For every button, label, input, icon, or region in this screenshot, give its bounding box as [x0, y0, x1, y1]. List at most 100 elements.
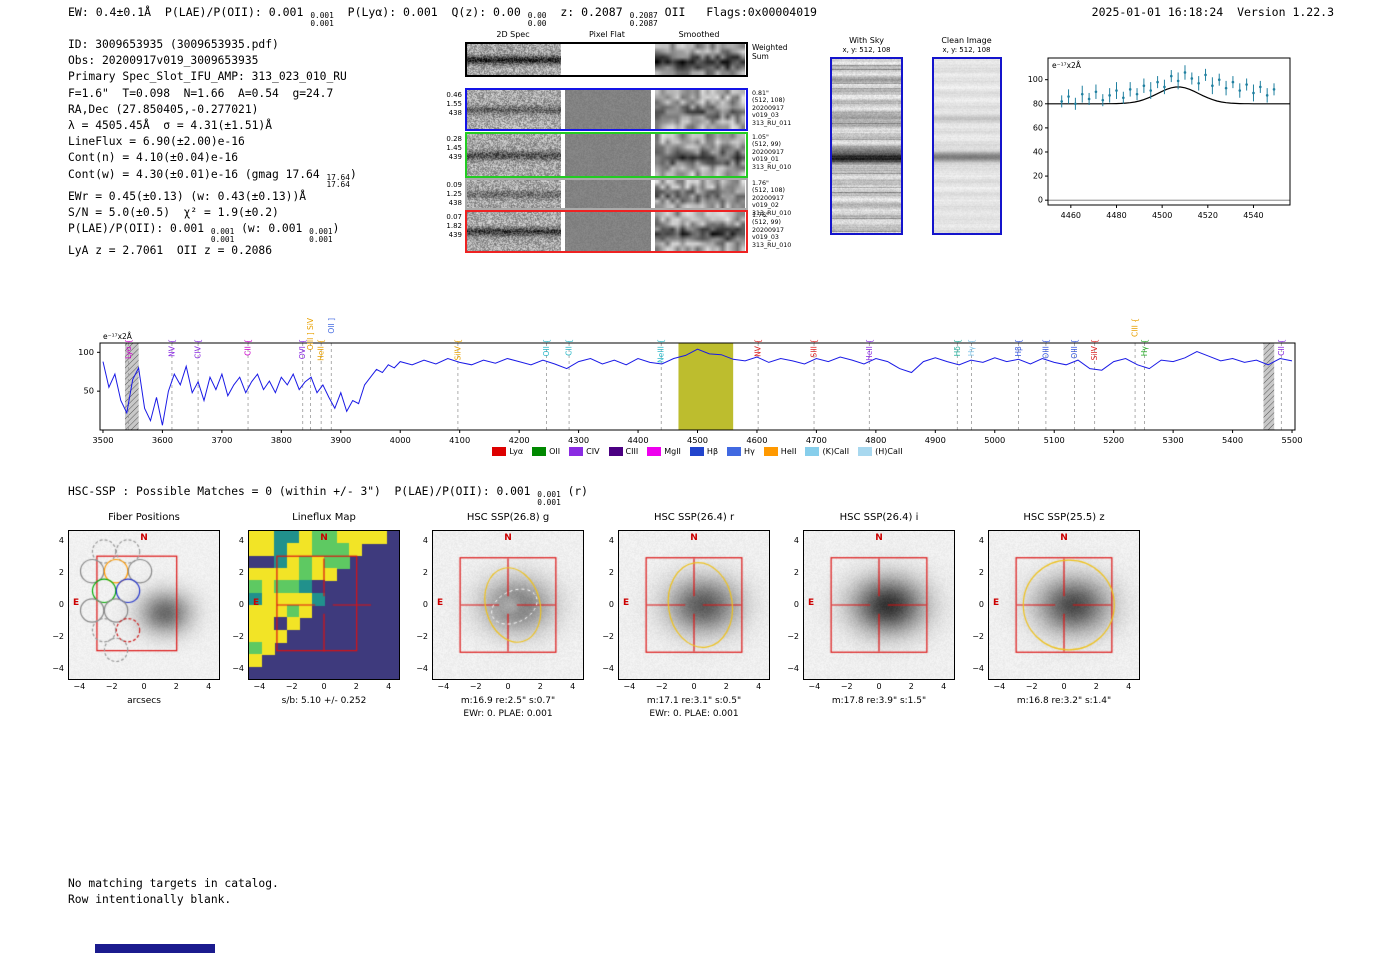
svg-text:CIV {: CIV { — [194, 339, 203, 359]
right-label-line: 313_RU_011 — [752, 119, 792, 127]
x-tick-label: 2 — [723, 682, 729, 691]
text-segment: ID: 3009653935 (3009653935.pdf) — [68, 38, 279, 51]
spec2d-col-header-pixelflat: Pixel Flat — [589, 30, 625, 39]
spec2d-row-left-label: 0.46 1.55 438 — [438, 91, 462, 118]
legend-item: Lyα — [492, 447, 523, 456]
svg-text:4200: 4200 — [509, 435, 530, 445]
right-label-line: (512, 99) — [752, 141, 781, 149]
svg-text:OIII {: OIII { — [1070, 339, 1079, 359]
info-line: S/N = 5.0(±0.5) χ² = 1.9(±0.2) — [68, 205, 357, 221]
x-tick-label: 0 — [876, 682, 882, 691]
left-label-line: 1.45 — [446, 144, 462, 152]
text-segment: Cont(w) = 4.30(±0.01)e-16 (gmag 17.64 — [68, 167, 327, 181]
svg-text:3700: 3700 — [211, 435, 232, 445]
panel-plot — [803, 530, 955, 680]
legend-item: OII — [532, 447, 560, 456]
text-segment: F=1.6" T=0.098 N=1.66 A=0.54 g=24.7 — [68, 86, 334, 100]
panel-caption-2: EWr: 0. PLAE: 0.001 — [649, 709, 739, 719]
x-tick-label: −4 — [437, 682, 450, 691]
pixelflat-image — [565, 44, 651, 75]
x-tick-label: −2 — [655, 682, 668, 691]
svg-text:4800: 4800 — [865, 435, 886, 445]
y-tick-label: −4 — [52, 663, 64, 673]
left-label-line: 1.82 — [446, 222, 462, 230]
svg-text:80: 80 — [1033, 99, 1043, 108]
legend-swatch — [532, 447, 547, 456]
y-tick-label: 0 — [238, 600, 244, 609]
panel-caption: m:16.8 re:3.2" s:1.4" — [1016, 696, 1112, 706]
x-tick-label: 0 — [505, 682, 511, 691]
panel-image — [433, 531, 583, 679]
y-tick-label: 2 — [58, 568, 64, 578]
x-tick-label: 2 — [1093, 682, 1099, 691]
withsky-subtitle: x, y: 512, 108 — [842, 46, 891, 54]
text-segment: P(LAE)/P(OII): 0.001 — [68, 222, 211, 236]
svg-text:Lyα {: Lyα { — [124, 339, 133, 359]
stacked-uncertainty: 0.001 0.001 — [537, 490, 561, 507]
y-tick-label: −4 — [972, 663, 984, 673]
page-break-bar — [95, 944, 215, 953]
y-tick-label: −4 — [416, 663, 428, 673]
text-segment: RA,Dec (27.850405,-0.277021) — [68, 102, 259, 116]
legend-label: MgII — [664, 447, 681, 456]
spec2d-row-right-label: 1.05" (512, 99) 20200917 v019_01 313_RU_010 — [752, 134, 816, 171]
svg-text:4900: 4900 — [925, 435, 946, 445]
right-label-line: (512, 99) — [752, 219, 781, 227]
stacked-uncertainty: 0.2087 0.2087 — [629, 11, 658, 28]
left-label-line: 0.09 — [446, 181, 462, 189]
svg-text:50: 50 — [83, 386, 94, 396]
legend-swatch — [608, 447, 623, 456]
compass-n: N — [1060, 533, 1068, 543]
svg-text:100: 100 — [1028, 75, 1043, 84]
spec2d-row — [465, 42, 748, 77]
legend-label: Lyα — [509, 447, 524, 456]
svg-text:4700: 4700 — [806, 435, 827, 445]
svg-text:Hγ {: Hγ { — [967, 339, 976, 356]
info-line: Cont(w) = 4.30(±0.01)e-16 (gmag 17.64 17… — [68, 167, 357, 189]
x-tick-label: 4 — [756, 682, 762, 691]
y-tick-label: −2 — [232, 631, 244, 641]
header-datetime-version: 2025-01-01 16:18:24 Version 1.22.3 — [1091, 5, 1334, 19]
y-tick-label: 0 — [58, 600, 64, 609]
svg-text:0: 0 — [1038, 196, 1043, 205]
stacked-uncertainty: 17.64 17.64 — [326, 172, 350, 190]
info-line: λ = 4505.45Å σ = 4.31(±1.51)Å — [68, 118, 357, 134]
y-tick-label: 4 — [238, 536, 244, 546]
compass-n: N — [690, 533, 698, 543]
svg-text:4000: 4000 — [390, 435, 411, 445]
left-label-line: 439 — [448, 231, 462, 239]
text-segment: ) — [332, 222, 340, 236]
panel-title: HSC SSP(26.4) r — [653, 512, 735, 523]
spec2d-row — [465, 210, 748, 253]
svg-text:4460: 4460 — [1061, 211, 1081, 220]
x-tick-label: 2 — [353, 682, 359, 691]
svg-text:SIII {: SIII { — [810, 339, 819, 358]
spec2d-row-right-label: Weighted Sum — [752, 43, 816, 61]
x-tick-label: −4 — [73, 682, 86, 691]
spec2d-row-left-label: 0.07 1.82 439 — [438, 213, 462, 240]
right-label-line: v019_03 — [752, 234, 779, 242]
panel-cutout-3: HSC SSP(26.4) r N E −4 −4 −2 −2 0 0 2 2 4 4 m:17.1 re… — [602, 512, 770, 727]
right-label-line: 0.81" — [752, 90, 769, 97]
spec2d-image — [467, 90, 561, 129]
y-tick-label: 4 — [978, 536, 984, 546]
x-tick-label: 0 — [691, 682, 697, 691]
x-tick-label: −4 — [993, 682, 1006, 691]
svg-text:SiIV {: SiIV { — [1090, 339, 1099, 360]
panel-plot — [432, 530, 584, 680]
panel-caption: m:17.8 re:3.9" s:1.5" — [831, 696, 927, 706]
y-tick-label: −2 — [787, 631, 799, 641]
svg-text:Hβ {: Hβ { — [1014, 339, 1023, 357]
right-label-line: (512, 108) — [752, 187, 785, 195]
legend-label: Hβ — [706, 447, 719, 456]
spec2d-image — [467, 44, 561, 75]
spec2d-col-header-2dspec: 2D Spec — [496, 30, 530, 39]
svg-text:4300: 4300 — [568, 435, 589, 445]
x-tick-label: −4 — [808, 682, 821, 691]
compass-n: N — [140, 533, 148, 543]
left-label-line: 1.55 — [446, 100, 462, 108]
text-segment: (w: 0.001 — [234, 222, 310, 236]
svg-text:OVI {: OVI { — [298, 339, 307, 359]
legend-swatch — [569, 447, 584, 456]
y-tick-label: 4 — [422, 536, 428, 546]
